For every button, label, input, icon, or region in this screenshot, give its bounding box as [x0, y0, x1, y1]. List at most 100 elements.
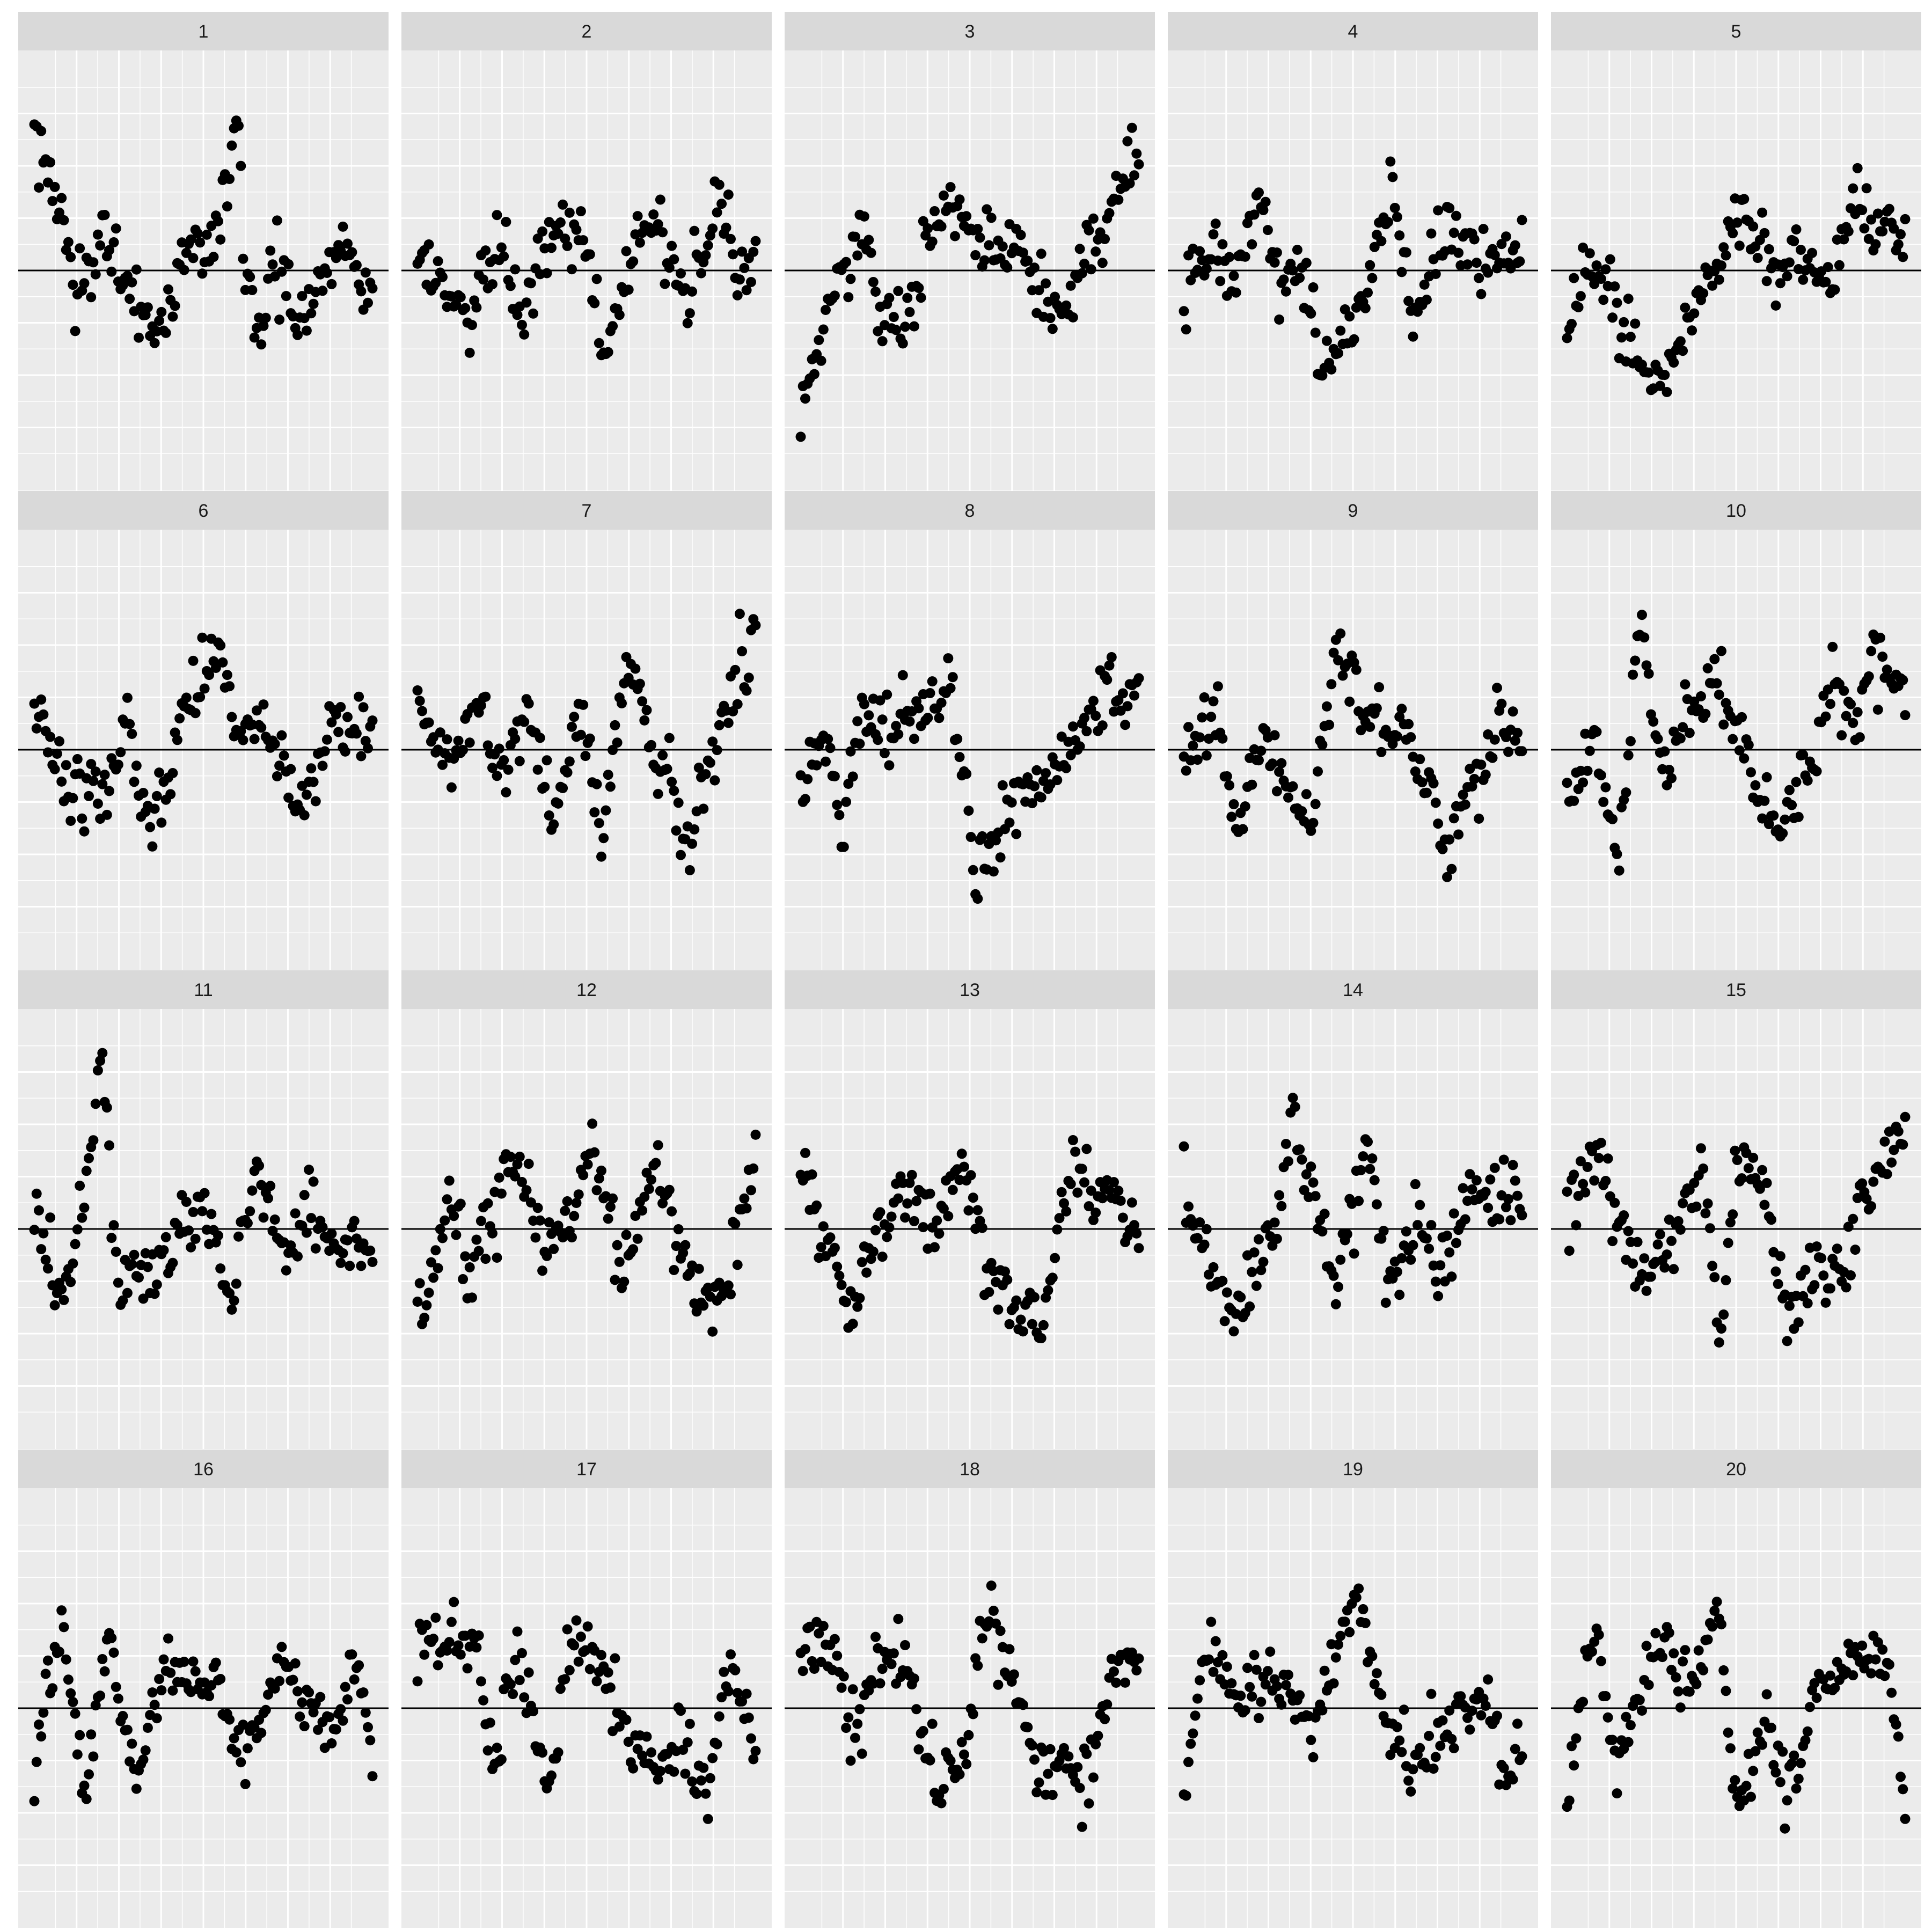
- data-point: [721, 222, 731, 233]
- data-point: [1639, 632, 1650, 643]
- data-point: [548, 1243, 559, 1254]
- data-point: [1333, 1640, 1343, 1650]
- data-point: [682, 318, 693, 328]
- data-point: [40, 1668, 51, 1679]
- data-point: [1192, 1233, 1203, 1243]
- data-point: [163, 1633, 173, 1644]
- data-point: [1469, 234, 1480, 245]
- data-point: [610, 720, 620, 730]
- data-point: [589, 1147, 600, 1158]
- data-point: [79, 278, 90, 289]
- data-point: [1333, 348, 1343, 358]
- data-point: [1321, 701, 1332, 712]
- panel-points: [1179, 628, 1527, 882]
- facet-strip: [18, 12, 389, 50]
- data-point: [1056, 1187, 1067, 1197]
- panel-points: [795, 122, 1144, 442]
- data-point: [712, 1739, 722, 1750]
- data-point: [72, 1224, 83, 1235]
- data-point: [1059, 1198, 1069, 1209]
- data-point: [467, 1292, 477, 1303]
- data-point: [1593, 1153, 1604, 1163]
- data-point: [29, 1225, 40, 1235]
- data-point: [1476, 759, 1487, 770]
- data-point: [943, 1211, 954, 1221]
- data-point: [603, 770, 613, 780]
- data-point: [342, 1694, 353, 1705]
- data-point: [1129, 1220, 1139, 1231]
- data-point: [97, 779, 108, 789]
- panel-points: [795, 1135, 1144, 1343]
- data-point: [532, 764, 543, 775]
- data-point: [1641, 1285, 1652, 1296]
- data-point: [435, 1224, 445, 1234]
- facet-strip: [18, 970, 389, 1009]
- data-point: [1668, 1264, 1679, 1275]
- data-point: [1269, 1217, 1280, 1228]
- data-point: [1260, 1679, 1271, 1690]
- data-point: [818, 324, 829, 335]
- data-point: [188, 655, 199, 666]
- data-point: [1430, 797, 1441, 808]
- data-point: [1664, 1628, 1674, 1638]
- data-point: [643, 1184, 654, 1194]
- data-point: [1850, 1245, 1861, 1255]
- data-point: [680, 1240, 691, 1250]
- data-point: [1841, 711, 1851, 721]
- data-point: [1791, 777, 1802, 787]
- data-point: [1474, 814, 1484, 824]
- data-point: [958, 1161, 969, 1172]
- data-point: [279, 750, 289, 761]
- data-point: [965, 832, 976, 843]
- data-point: [573, 1656, 584, 1667]
- data-point: [52, 749, 62, 759]
- data-point: [714, 1711, 724, 1722]
- data-point: [462, 1663, 473, 1674]
- data-point: [546, 1770, 557, 1781]
- data-point: [147, 841, 158, 852]
- data-point: [315, 1692, 326, 1702]
- data-point: [1271, 786, 1282, 796]
- data-point: [1008, 1669, 1019, 1680]
- data-point: [31, 1757, 42, 1767]
- data-point: [1816, 1253, 1827, 1263]
- data-point: [1228, 270, 1239, 281]
- facet-strip-label: 11: [194, 980, 213, 1000]
- data-point: [1757, 1739, 1768, 1750]
- data-point: [1768, 810, 1779, 821]
- data-point: [1254, 755, 1264, 766]
- data-point: [676, 1706, 686, 1716]
- data-point: [845, 746, 856, 757]
- data-point: [587, 1118, 598, 1129]
- data-point: [249, 1722, 260, 1733]
- data-point: [1678, 722, 1688, 733]
- data-point: [1448, 1743, 1459, 1753]
- data-point: [712, 745, 722, 756]
- data-point: [1569, 795, 1579, 806]
- data-point: [1321, 335, 1332, 346]
- data-point: [596, 851, 606, 862]
- data-point: [1652, 734, 1663, 744]
- data-point: [1294, 273, 1305, 283]
- data-point: [494, 1172, 504, 1183]
- data-point: [1317, 370, 1328, 381]
- data-point: [1254, 1713, 1264, 1723]
- data-point: [1378, 1226, 1389, 1236]
- data-point: [1789, 1750, 1799, 1761]
- data-point: [510, 734, 521, 744]
- data-point: [1376, 1233, 1387, 1244]
- data-point: [308, 1707, 319, 1718]
- data-point: [449, 753, 459, 764]
- data-point: [1600, 1691, 1611, 1701]
- data-point: [1657, 1652, 1668, 1663]
- data-point: [1827, 641, 1838, 652]
- data-point: [728, 249, 738, 260]
- data-point: [1562, 333, 1572, 343]
- data-point: [1018, 247, 1028, 258]
- data-point: [1365, 1163, 1375, 1174]
- data-point: [365, 1245, 376, 1256]
- data-point: [913, 1744, 924, 1755]
- data-point: [1707, 280, 1718, 291]
- data-point: [1353, 1583, 1364, 1594]
- data-point: [340, 746, 350, 757]
